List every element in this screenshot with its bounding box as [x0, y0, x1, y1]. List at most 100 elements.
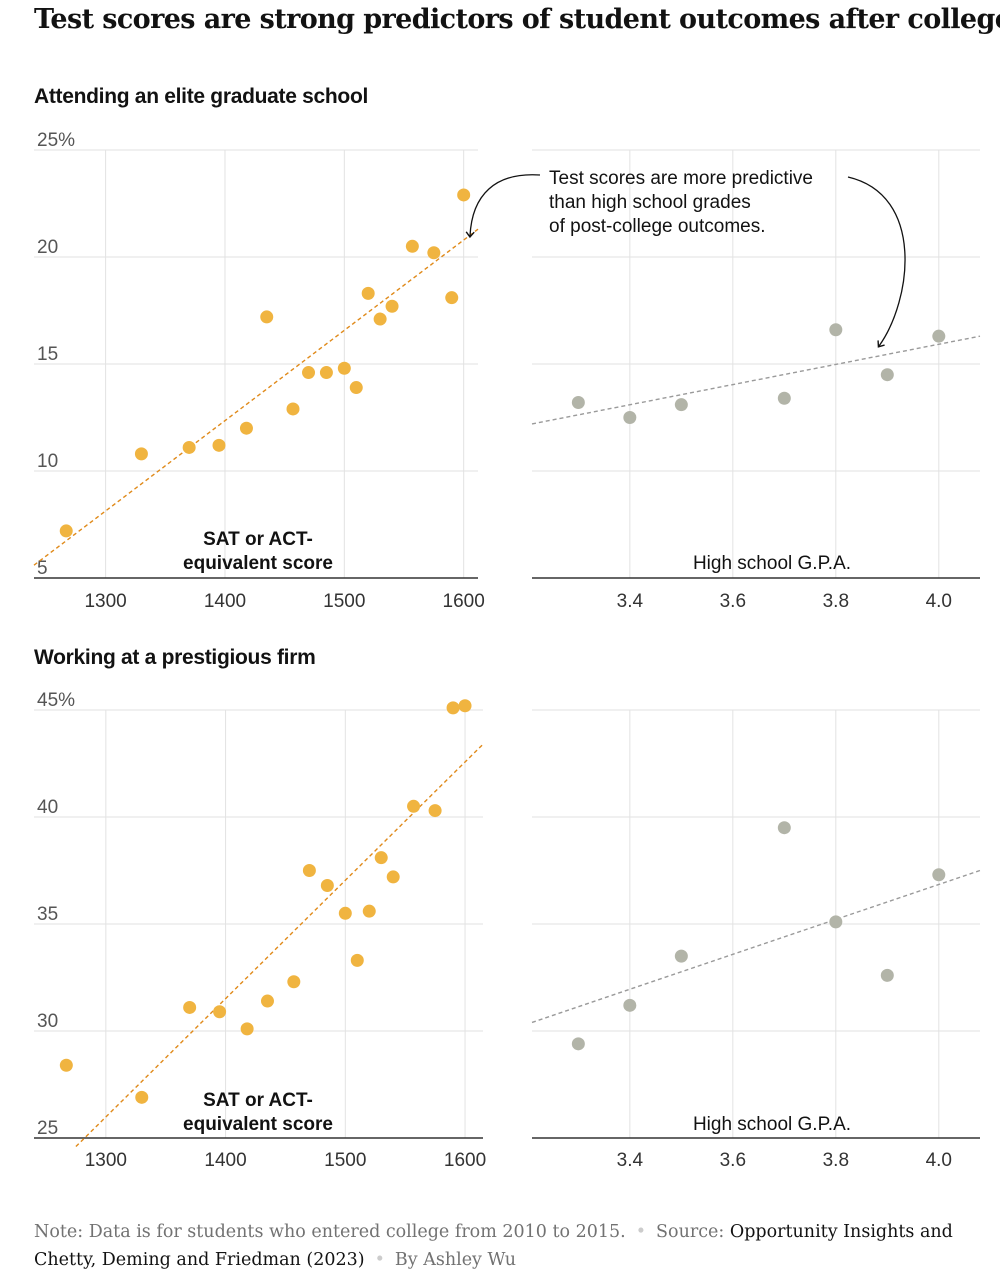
- data-point: [674, 398, 688, 412]
- data-point: [374, 851, 388, 865]
- y-tick-label: 25: [37, 1118, 58, 1139]
- data-point: [59, 1058, 73, 1072]
- source-text: Opportunity Insights and Chetty, Deming …: [34, 1222, 953, 1270]
- data-point: [385, 299, 399, 313]
- x-axis-label: equivalent score: [183, 1114, 333, 1135]
- x-tick-label: 3.4: [617, 591, 644, 612]
- x-tick-label: 4.0: [926, 1150, 952, 1171]
- data-point: [880, 368, 894, 382]
- x-tick-label: 3.8: [823, 1150, 849, 1171]
- data-point: [571, 1037, 585, 1051]
- data-point: [362, 904, 376, 918]
- data-point: [337, 361, 351, 375]
- data-point: [183, 1000, 197, 1014]
- x-tick-label: 1400: [204, 591, 246, 612]
- annotation-arrow-left: [465, 174, 541, 239]
- data-point: [213, 1005, 227, 1019]
- annotation-line-3: of post-college outcomes.: [549, 216, 766, 237]
- x-tick-label: 3.4: [617, 1150, 644, 1171]
- x-tick-label: 1400: [204, 1150, 246, 1171]
- annotation-arrow-right: [847, 176, 906, 348]
- x-tick-label: 3.6: [720, 1150, 746, 1171]
- data-point: [302, 366, 316, 380]
- data-point: [880, 968, 894, 982]
- trend-line: [531, 335, 981, 425]
- annotation-line-1: Test scores are more predictive: [549, 168, 813, 189]
- x-axis-label: High school G.P.A.: [693, 553, 851, 574]
- x-axis-label: SAT or ACT-: [203, 529, 313, 550]
- x-tick-label: 1600: [443, 591, 485, 612]
- data-point: [319, 366, 333, 380]
- data-point: [240, 1022, 254, 1036]
- data-point: [623, 998, 637, 1012]
- data-point: [287, 975, 301, 989]
- data-point: [260, 310, 274, 324]
- scatter-panel-3: 25 30 35 40 45% 1300 1400 1500 1600 SAT or ACT-eq…: [34, 690, 486, 1171]
- x-tick-label: 1300: [84, 591, 126, 612]
- scatter-panel-1: 5 10 15 20 25% 1300 1400 1500 1600 SAT or ACT-equ…: [33, 130, 485, 612]
- data-point: [457, 188, 471, 202]
- x-axis-label: High school G.P.A.: [693, 1114, 851, 1135]
- data-point: [445, 291, 459, 305]
- data-point: [239, 421, 253, 435]
- data-point: [260, 994, 274, 1008]
- y-tick-label: 25%: [37, 130, 75, 151]
- y-tick-label: 30: [37, 1011, 58, 1032]
- x-axis-label: SAT or ACT-: [203, 1090, 313, 1111]
- data-point: [59, 524, 73, 538]
- data-point: [777, 821, 791, 835]
- data-point: [829, 323, 843, 337]
- x-tick-label: 1600: [444, 1150, 486, 1171]
- scatter-panel-4: 3.4 3.6 3.8 4.0 High school G.P.A.: [531, 709, 981, 1171]
- annotation-line-2: than high school grades: [549, 192, 751, 213]
- y-tick-label: 10: [37, 451, 58, 472]
- data-point: [350, 953, 364, 967]
- data-point: [302, 864, 316, 877]
- data-point: [427, 246, 441, 260]
- source-label: Source:: [656, 1222, 725, 1242]
- data-point: [623, 411, 637, 424]
- data-point: [571, 396, 585, 410]
- footer-separator: •: [635, 1222, 647, 1242]
- trend-line: [531, 869, 981, 1024]
- y-tick-label: 15: [37, 344, 58, 365]
- data-point: [674, 949, 688, 963]
- x-tick-label: 3.8: [823, 591, 849, 612]
- x-axis-label: equivalent score: [183, 553, 333, 574]
- x-tick-label: 4.0: [926, 591, 952, 612]
- y-tick-label: 40: [37, 797, 58, 818]
- data-point: [458, 699, 472, 713]
- y-tick-label: 35: [37, 904, 58, 925]
- x-tick-label: 1500: [324, 1150, 366, 1171]
- data-point: [338, 906, 352, 920]
- y-tick-label: 5: [37, 558, 48, 579]
- footer: Note: Data is for students who entered c…: [34, 1218, 974, 1274]
- panel-title-graduate-school: Attending an elite graduate school: [34, 85, 369, 108]
- data-point: [405, 239, 419, 253]
- scatter-panel-2: 3.4 3.6 3.8 4.0 High school G.P.A.: [531, 149, 981, 612]
- data-point: [135, 1090, 149, 1104]
- panel-title-prestigious-firm: Working at a prestigious firm: [34, 646, 316, 669]
- y-tick-label: 20: [37, 237, 58, 258]
- data-point: [386, 870, 400, 884]
- x-tick-label: 1300: [85, 1150, 127, 1171]
- data-point: [446, 701, 460, 715]
- x-tick-label: 1500: [323, 591, 365, 612]
- data-point: [932, 868, 946, 882]
- data-point: [182, 440, 196, 454]
- data-point: [428, 804, 442, 818]
- data-point: [407, 799, 421, 813]
- trend-line: [33, 228, 479, 566]
- data-point: [134, 447, 148, 461]
- data-point: [829, 915, 843, 929]
- x-tick-label: 3.6: [720, 591, 746, 612]
- data-point: [320, 878, 334, 892]
- note-label: Note:: [34, 1222, 84, 1242]
- annotation-group: Test scores are more predictive than hig…: [465, 168, 906, 348]
- data-point: [361, 286, 375, 300]
- footer-separator: •: [374, 1250, 385, 1270]
- note-text: Data is for students who entered college…: [88, 1222, 626, 1242]
- data-point: [349, 381, 363, 395]
- y-tick-label: 45%: [37, 690, 75, 711]
